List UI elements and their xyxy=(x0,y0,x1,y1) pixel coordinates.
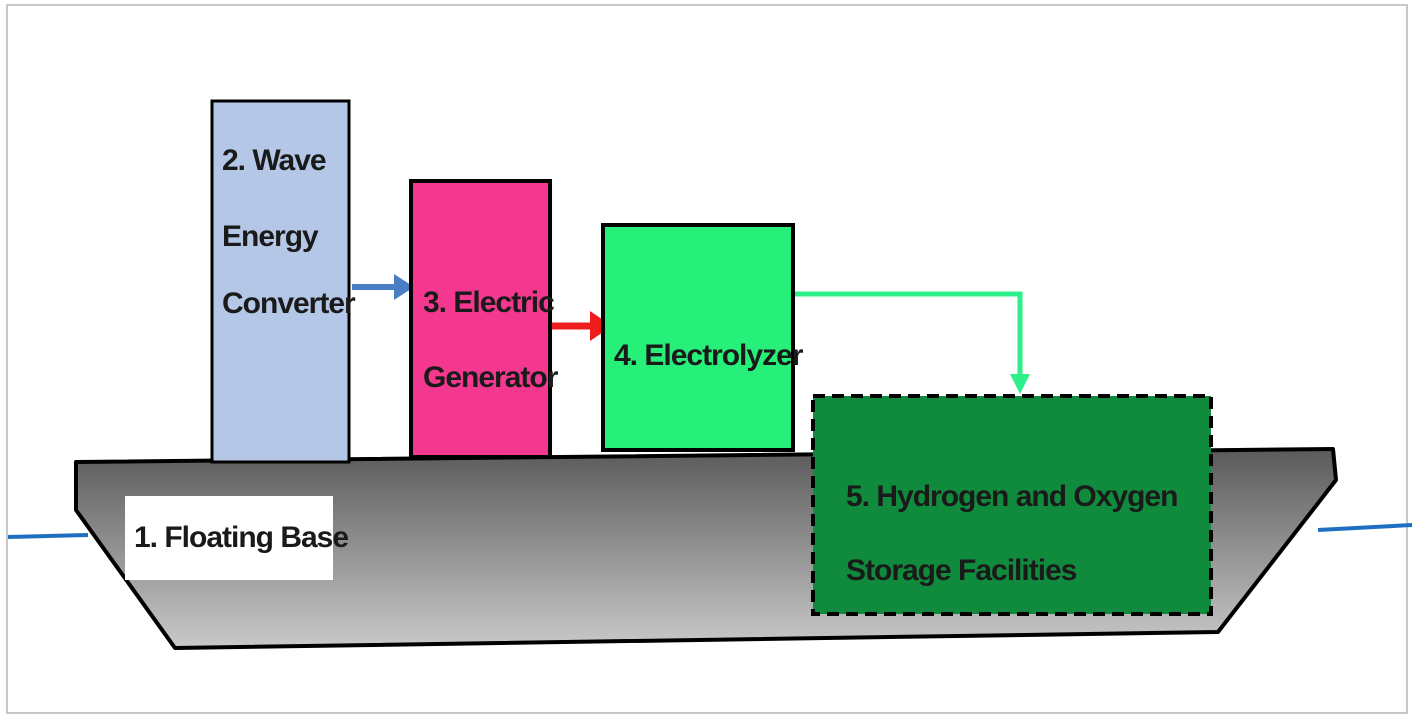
storage-facilities-label-1: 5. Hydrogen and Oxygen xyxy=(846,480,1177,513)
electrolyzer-label: 4. Electrolyzer xyxy=(614,339,804,372)
electric-generator-label-1: 3. Electric xyxy=(423,286,554,319)
wave-energy-converter-label-3: Converter xyxy=(222,287,356,320)
wave-energy-converter-box xyxy=(210,99,351,464)
gas-flow-arrow-shaft xyxy=(795,291,1023,378)
floating-base-label-box xyxy=(125,496,333,580)
storage-facilities-label-2: Storage Facilities xyxy=(846,554,1077,587)
water-line-left xyxy=(7,533,89,539)
electric-generator-label-2: Generator xyxy=(423,361,559,394)
mechanical-energy-arrow-head xyxy=(394,274,414,300)
water-line-right xyxy=(1317,523,1413,532)
wave-energy-converter-label-2: Energy xyxy=(222,220,319,253)
electrolyzer-box xyxy=(601,223,795,452)
gas-flow-arrow-head xyxy=(1010,374,1030,394)
floating-base-label: 1. Floating Base xyxy=(134,521,348,554)
storage-facilities-box xyxy=(811,394,1213,616)
wave-energy-converter-label-1: 2. Wave xyxy=(222,144,326,177)
electric-generator-box xyxy=(409,179,552,459)
